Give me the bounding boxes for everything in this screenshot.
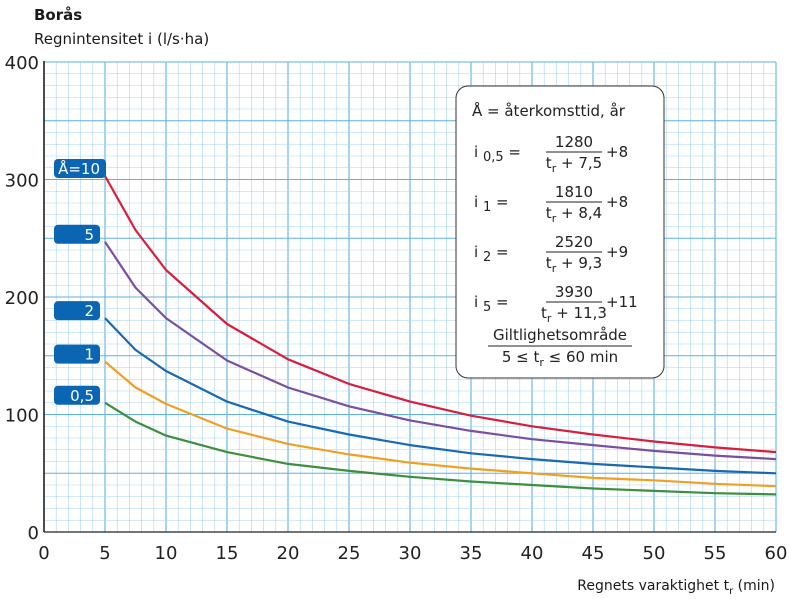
series-line bbox=[104, 175, 777, 454]
formula-denominator-post: + 7,5 bbox=[556, 154, 602, 172]
series-line bbox=[104, 317, 777, 475]
x-tick-label: 60 bbox=[765, 543, 788, 564]
x-tick-label: 0 bbox=[38, 543, 49, 564]
legend-badge-label: 5 bbox=[84, 226, 94, 244]
x-tick-label: 50 bbox=[643, 543, 666, 564]
legend-badge: 5 bbox=[54, 224, 100, 244]
y-tick-label: 400 bbox=[5, 53, 39, 74]
x-tick-label: 30 bbox=[399, 543, 422, 564]
validity-range-sub: r bbox=[539, 356, 544, 369]
formula-tail: +8 bbox=[606, 193, 628, 211]
formula-lhs-sub: 1 bbox=[483, 200, 491, 215]
formula-tail: +9 bbox=[606, 243, 628, 261]
legend-badge-label: 1 bbox=[84, 346, 94, 364]
formula-eq: = bbox=[491, 243, 508, 261]
series-line bbox=[104, 241, 777, 461]
legend-badge-bg bbox=[54, 344, 100, 364]
y-tick-label: 300 bbox=[5, 171, 39, 192]
legend-badge-bg bbox=[54, 385, 100, 405]
formula-row: i 5 = 3930 tr + 11,3+11 bbox=[474, 283, 638, 325]
x-axis-label-text: Regnets varaktighet t bbox=[577, 578, 730, 594]
formula-numerator: 1280 bbox=[555, 133, 593, 151]
formula-denominator: tr + 8,4 bbox=[546, 204, 602, 225]
formula-denominator-sub: r bbox=[552, 162, 557, 175]
formula-numerator: 1810 bbox=[555, 183, 593, 201]
x-tick-label: 10 bbox=[155, 543, 178, 564]
x-tick-label: 55 bbox=[704, 543, 727, 564]
x-tick-label: 25 bbox=[338, 543, 361, 564]
formula-denominator-sub: r bbox=[547, 312, 552, 325]
formula-row: i 2 = 2520 tr + 9,3+9 bbox=[474, 233, 628, 275]
legend-badge-bg bbox=[54, 301, 100, 321]
legend-badge: Å=10 bbox=[54, 158, 106, 178]
formula-numerator: 2520 bbox=[555, 233, 593, 251]
y-tick-label: 0 bbox=[28, 523, 39, 544]
legend-badge-bg bbox=[54, 224, 100, 244]
formula-numerator: 3930 bbox=[555, 283, 593, 301]
y-tick-label: 100 bbox=[5, 406, 39, 427]
chart-title: Borås bbox=[34, 6, 83, 24]
formula-denominator-post: + 11,3 bbox=[551, 304, 607, 322]
legend-badge-label: 2 bbox=[84, 302, 94, 320]
validity-range: 5 ≤ tr ≤ 60 min bbox=[502, 348, 618, 369]
formula-row: i 1 = 1810 tr + 8,4+8 bbox=[474, 183, 628, 225]
formula-eq: = bbox=[491, 193, 508, 211]
formula-eq: = bbox=[491, 293, 508, 311]
formula-tail: +8 bbox=[606, 143, 628, 161]
formula-lhs-sub: 0,5 bbox=[483, 150, 504, 165]
x-tick-label: 35 bbox=[460, 543, 483, 564]
formula-denominator-sub: r bbox=[552, 212, 557, 225]
formula-eq: = bbox=[504, 143, 521, 161]
x-tick-label: 15 bbox=[216, 543, 239, 564]
y-tick-label: 200 bbox=[5, 288, 39, 309]
x-tick-label: 40 bbox=[521, 543, 544, 564]
formula-tail: +11 bbox=[606, 293, 638, 311]
x-tick-label: 45 bbox=[582, 543, 605, 564]
legend-badge: 1 bbox=[54, 344, 100, 364]
formula-box-header: Å = återkomsttid, år bbox=[472, 101, 626, 120]
legend-badge: 2 bbox=[54, 301, 100, 321]
formula-lhs-sub: 5 bbox=[483, 300, 491, 315]
legend-badge-bg bbox=[54, 158, 106, 178]
x-tick-label: 20 bbox=[277, 543, 300, 564]
formula-denominator: tr + 7,5 bbox=[546, 154, 602, 175]
series-line bbox=[104, 401, 777, 496]
series-line bbox=[104, 360, 777, 488]
formula-denominator-post: + 8,4 bbox=[556, 204, 602, 222]
formula-lhs: i 2 = bbox=[474, 243, 509, 265]
formula-denominator: tr + 11,3 bbox=[541, 304, 607, 325]
formula-denominator-sub: r bbox=[552, 262, 557, 275]
formula-denominator: tr + 9,3 bbox=[546, 254, 602, 275]
legend-badge: 0,5 bbox=[54, 385, 100, 405]
formula-denominator-post: + 9,3 bbox=[556, 254, 602, 272]
x-axis-label-sub: r bbox=[729, 585, 734, 597]
formula-box-bg bbox=[455, 85, 665, 379]
legend-badge-label: 0,5 bbox=[70, 387, 94, 405]
x-tick-label: 5 bbox=[99, 543, 110, 564]
y-axis-label: Regnintensitet i (l/s·ha) bbox=[34, 30, 210, 48]
validity-title: Giltlighetsområde bbox=[493, 326, 627, 344]
grid bbox=[43, 61, 777, 533]
validity-range-post: ≤ 60 min bbox=[544, 348, 618, 366]
formula-lhs: i 5 = bbox=[474, 293, 509, 315]
formula-lhs-sub: 2 bbox=[483, 250, 491, 265]
x-axis-label: Regnets varaktighet tr (min) bbox=[577, 578, 775, 597]
x-axis-label-unit: (min) bbox=[737, 578, 775, 594]
legend-badge-label: Å=10 bbox=[58, 159, 100, 178]
formula-lhs: i 1 = bbox=[474, 193, 509, 215]
